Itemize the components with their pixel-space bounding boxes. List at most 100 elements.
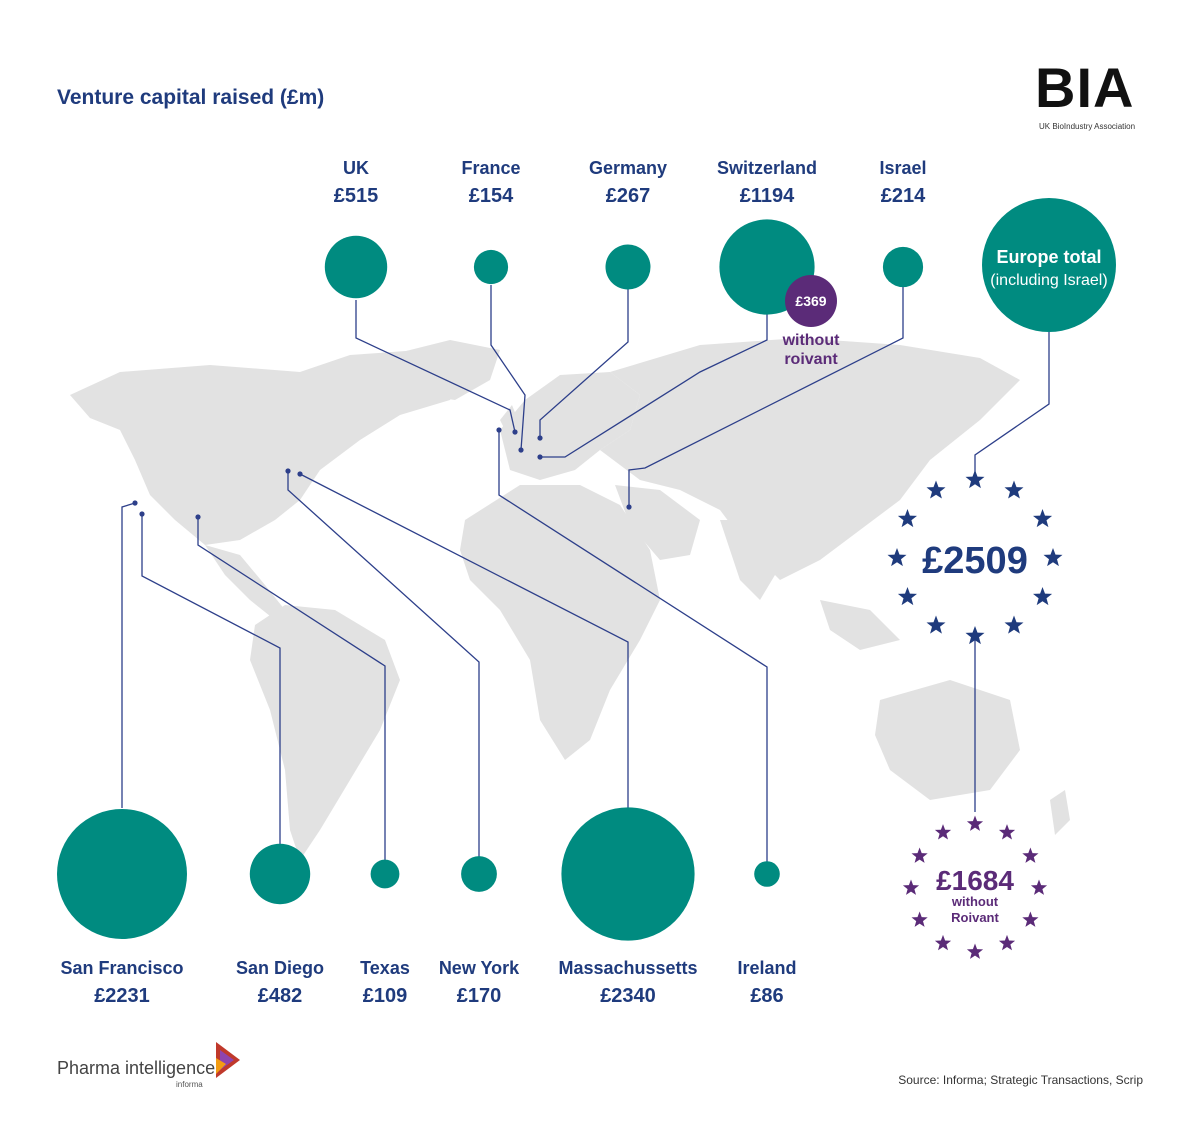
location-dot-san-diego xyxy=(139,511,145,517)
leader-line-new-york xyxy=(287,471,480,857)
europe-total-star-icon-6 xyxy=(1004,615,1024,634)
europe-without-star-icon-12 xyxy=(934,824,952,840)
europe-total-star-icon-10 xyxy=(887,548,907,567)
location-dot-uk xyxy=(512,429,518,435)
world-map xyxy=(70,338,1070,860)
value-massachussetts: £2340 xyxy=(600,985,656,1007)
europe-total-star-icon-12 xyxy=(926,480,946,499)
value-germany: £267 xyxy=(606,185,651,207)
leader-line-texas xyxy=(197,517,386,860)
logo-subtitle: UK BioIndustry Association xyxy=(1039,122,1136,131)
bubble-new-york xyxy=(461,856,497,892)
switzerland-note-line2: roivant xyxy=(784,351,838,368)
label-massachussetts: Massachussetts xyxy=(558,958,697,978)
location-dot-massachussetts xyxy=(297,471,303,477)
pharma-intelligence-subbrand: informa xyxy=(176,1080,203,1089)
logo-wordmark: BIA xyxy=(1035,56,1135,119)
europe-total-group: Europe total (including Israel) £2509 £1684… xyxy=(887,198,1116,959)
switzerland-note-value: £369 xyxy=(795,293,826,309)
bubble-massachussetts xyxy=(561,807,695,941)
europe-total-star-icon-2 xyxy=(1004,480,1024,499)
europe-without-star-icon-5 xyxy=(1022,911,1039,927)
pharma-intelligence-logo-icon xyxy=(216,1042,240,1078)
source-note: Source: Informa; Strategic Transactions,… xyxy=(898,1073,1143,1087)
bubble-labels: UK £515 France £154 Germany £267 Switzerland £1… xyxy=(60,158,926,1007)
leader-line-israel xyxy=(628,285,904,507)
label-texas: Texas xyxy=(360,958,410,978)
bubble-france xyxy=(473,249,509,285)
europe-without-star-icon-7 xyxy=(966,943,984,959)
value-uk: £515 xyxy=(334,185,379,207)
label-israel: Israel xyxy=(879,158,926,178)
leader-line-switzerland xyxy=(540,300,768,458)
value-israel: £214 xyxy=(881,185,926,207)
leader-lines xyxy=(121,285,904,862)
europe-total-value: £2509 xyxy=(922,540,1028,582)
europe-total-star-icon-8 xyxy=(926,615,946,634)
bubble-israel xyxy=(882,246,924,288)
value-new-york: £170 xyxy=(457,985,502,1007)
bubble-uk xyxy=(324,235,388,299)
europe-total-sublabel: (including Israel) xyxy=(990,272,1107,289)
bubble-texas xyxy=(370,859,400,889)
location-dot-new-york xyxy=(285,468,291,474)
bia-logo: BIA UK BioIndustry Association xyxy=(1035,56,1150,134)
europe-without-value: £1684 xyxy=(936,865,1014,896)
bubble-san-diego xyxy=(249,843,311,905)
value-france: £154 xyxy=(469,185,514,207)
label-san-diego: San Diego xyxy=(236,958,324,978)
value-ireland: £86 xyxy=(750,985,783,1007)
europe-without-star-icon-10 xyxy=(902,879,920,895)
location-dot-san-francisco xyxy=(132,500,138,506)
value-san-francisco: £2231 xyxy=(94,985,150,1007)
europe-without-star-icon-2 xyxy=(998,824,1016,840)
leader-line-ireland xyxy=(498,430,768,862)
europe-without-star-icon-4 xyxy=(1030,879,1048,895)
leader-line-uk xyxy=(355,300,516,433)
switzerland-note-line1: without xyxy=(782,332,841,349)
leader-line-san-diego xyxy=(141,514,281,845)
europe-total-star-icon-7 xyxy=(965,626,985,645)
leader-line-germany xyxy=(539,288,629,438)
europe-without-star-icon-3 xyxy=(1022,847,1039,863)
europe-without-star-icon-11 xyxy=(911,847,928,863)
europe-leader-line xyxy=(974,332,1050,480)
value-texas: £109 xyxy=(363,985,408,1007)
europe-without-line1: without xyxy=(951,894,999,909)
europe-without-star-icon-9 xyxy=(911,911,928,927)
europe-total-star-icon-1 xyxy=(965,470,985,489)
switzerland-note-bubble xyxy=(785,275,837,327)
europe-total-star-icon-5 xyxy=(1033,587,1053,606)
value-switzerland: £1194 xyxy=(740,185,795,207)
europe-without-line2: Roivant xyxy=(951,910,999,925)
europe-without-star-icon-1 xyxy=(966,815,984,831)
label-switzerland: Switzerland xyxy=(717,158,817,178)
europe-total-star-icon-3 xyxy=(1033,509,1053,528)
location-dot-texas xyxy=(195,514,201,520)
label-france: France xyxy=(461,158,520,178)
leader-line-san-francisco xyxy=(121,502,136,808)
label-san-francisco: San Francisco xyxy=(60,958,183,978)
europe-total-label: Europe total xyxy=(996,247,1101,267)
europe-without-star-icon-8 xyxy=(934,934,952,951)
label-new-york: New York xyxy=(439,958,520,978)
europe-total-bubble xyxy=(982,198,1116,332)
location-dot-switzerland xyxy=(537,454,543,460)
label-ireland: Ireland xyxy=(737,958,796,978)
europe-total-star-icon-9 xyxy=(897,587,917,606)
bubble-germany xyxy=(605,244,651,290)
europe-without-star-icon-6 xyxy=(998,934,1016,951)
location-dot-ireland xyxy=(496,427,502,433)
location-dot-germany xyxy=(537,435,543,441)
europe-total-star-icon-4 xyxy=(1043,548,1063,567)
location-dot-israel xyxy=(626,504,632,510)
value-san-diego: £482 xyxy=(258,985,303,1007)
label-uk: UK xyxy=(343,158,369,178)
leader-line-france xyxy=(490,285,526,451)
chart-title: Venture capital raised (£m) xyxy=(57,86,325,109)
europe-total-star-icon-11 xyxy=(897,509,917,528)
label-germany: Germany xyxy=(589,158,667,178)
bubble-ireland xyxy=(754,861,780,887)
